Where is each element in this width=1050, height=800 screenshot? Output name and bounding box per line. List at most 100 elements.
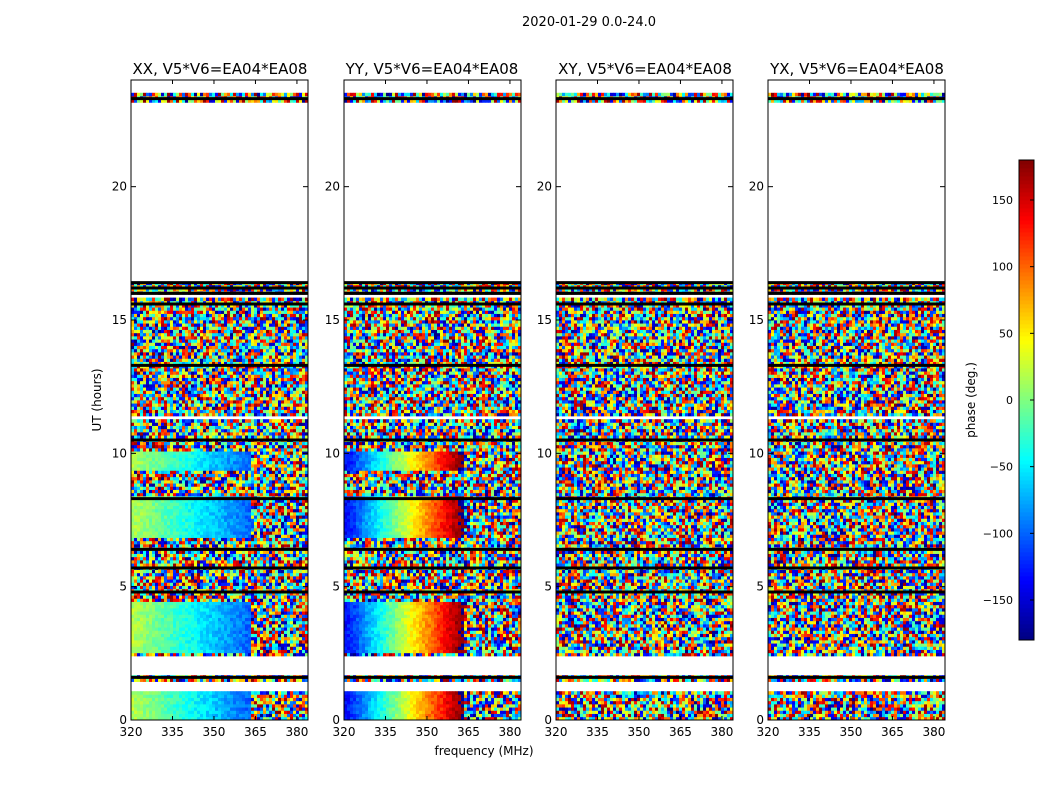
heatmap-cell	[185, 630, 188, 634]
heatmap-cell	[218, 650, 221, 654]
heatmap-cell	[257, 627, 260, 631]
heatmap-cell	[296, 640, 299, 644]
heatmap-cell	[269, 637, 272, 641]
heatmap-cell	[170, 694, 173, 698]
heatmap-cell	[245, 643, 248, 647]
heatmap-cell	[266, 650, 269, 654]
heatmap-cell	[149, 643, 152, 647]
heatmap-cell	[152, 707, 155, 711]
heatmap-cell	[227, 694, 230, 698]
heatmap-cell	[161, 710, 164, 714]
heatmap-cell	[296, 634, 299, 638]
panel-title: YY, V5*V6=EA04*EA08	[345, 60, 519, 78]
heatmap-cell	[215, 701, 218, 705]
heatmap-cell	[299, 710, 302, 714]
heatmap-cell	[239, 650, 242, 654]
heatmap-cell	[266, 678, 269, 682]
y-axis-label: UT (hours)	[90, 368, 104, 431]
heatmap-cell	[230, 704, 233, 708]
heatmap-cell	[167, 630, 170, 634]
heatmap-cell	[260, 691, 263, 695]
heatmap-cell	[251, 701, 254, 705]
heatmap-cell	[242, 627, 245, 631]
heatmap-cell	[200, 640, 203, 644]
heatmap-cell	[209, 694, 212, 698]
heatmap-cell	[158, 714, 161, 718]
heatmap-cell	[218, 646, 221, 650]
heatmap-cell	[272, 646, 275, 650]
heatmap-cell	[206, 698, 209, 702]
heatmap-cell	[152, 627, 155, 631]
heatmap-cell	[218, 701, 221, 705]
heatmap-cell	[185, 710, 188, 714]
heatmap-cell	[137, 634, 140, 638]
heatmap-cell	[224, 630, 227, 634]
heatmap-cell	[290, 646, 293, 650]
heatmap-cell	[215, 653, 218, 657]
heatmap-cell	[257, 694, 260, 698]
heatmap-cell	[284, 714, 287, 718]
heatmap-cell	[188, 694, 191, 698]
heatmap-cell	[149, 653, 152, 657]
heatmap-cell	[224, 707, 227, 711]
heatmap-cell	[152, 650, 155, 654]
heatmap-cell	[269, 630, 272, 634]
heatmap-cell	[161, 698, 164, 702]
heatmap-cell	[185, 650, 188, 654]
heatmap-cell	[272, 714, 275, 718]
heatmap-cell	[263, 710, 266, 714]
heatmap-cell	[296, 704, 299, 708]
heatmap-cell	[293, 704, 296, 708]
heatmap-cell	[203, 714, 206, 718]
heatmap-cell	[281, 634, 284, 638]
heatmap-cell	[209, 707, 212, 711]
heatmap-cell	[173, 710, 176, 714]
heatmap-cell	[146, 694, 149, 698]
heatmap-cell	[284, 691, 287, 695]
heatmap-cell	[248, 634, 251, 638]
heatmap-cell	[179, 637, 182, 641]
heatmap-cell	[155, 714, 158, 718]
heatmap-cell	[239, 653, 242, 657]
heatmap-cell	[191, 707, 194, 711]
heatmap-cell	[200, 653, 203, 657]
heatmap-cell	[221, 643, 224, 647]
heatmap-cell	[242, 707, 245, 711]
heatmap-cell	[248, 701, 251, 705]
heatmap-cell	[224, 691, 227, 695]
heatmap-cell	[206, 653, 209, 657]
heatmap-cell	[278, 694, 281, 698]
heatmap-cell	[200, 637, 203, 641]
heatmap-cell	[170, 643, 173, 647]
heatmap-cell	[152, 630, 155, 634]
heatmap-cell	[152, 637, 155, 641]
heatmap-cell	[260, 714, 263, 718]
heatmap-cell	[284, 643, 287, 647]
heatmap-cell	[170, 630, 173, 634]
heatmap-cell	[254, 640, 257, 644]
heatmap-cell	[296, 630, 299, 634]
heatmap-cell	[164, 624, 167, 628]
heatmap-cell	[257, 650, 260, 654]
heatmap-cell	[137, 698, 140, 702]
heatmap-cell	[173, 643, 176, 647]
heatmap-cell	[296, 698, 299, 702]
heatmap-cell	[182, 707, 185, 711]
heatmap-cell	[152, 698, 155, 702]
heatmap-cell	[170, 634, 173, 638]
heatmap-cell	[275, 646, 278, 650]
heatmap-cell	[224, 646, 227, 650]
heatmap-cell	[263, 650, 266, 654]
heatmap-cell	[140, 704, 143, 708]
heatmap-cell	[239, 707, 242, 711]
heatmap-cell	[203, 704, 206, 708]
heatmap-cell	[224, 704, 227, 708]
heatmap-cell	[230, 714, 233, 718]
heatmap-cell	[173, 627, 176, 631]
heatmap-cell	[281, 701, 284, 705]
heatmap-cell	[134, 646, 137, 650]
heatmap-cell	[131, 707, 134, 711]
heatmap-cell	[248, 630, 251, 634]
heatmap-cell	[167, 678, 170, 682]
heatmap-cell	[218, 653, 221, 657]
